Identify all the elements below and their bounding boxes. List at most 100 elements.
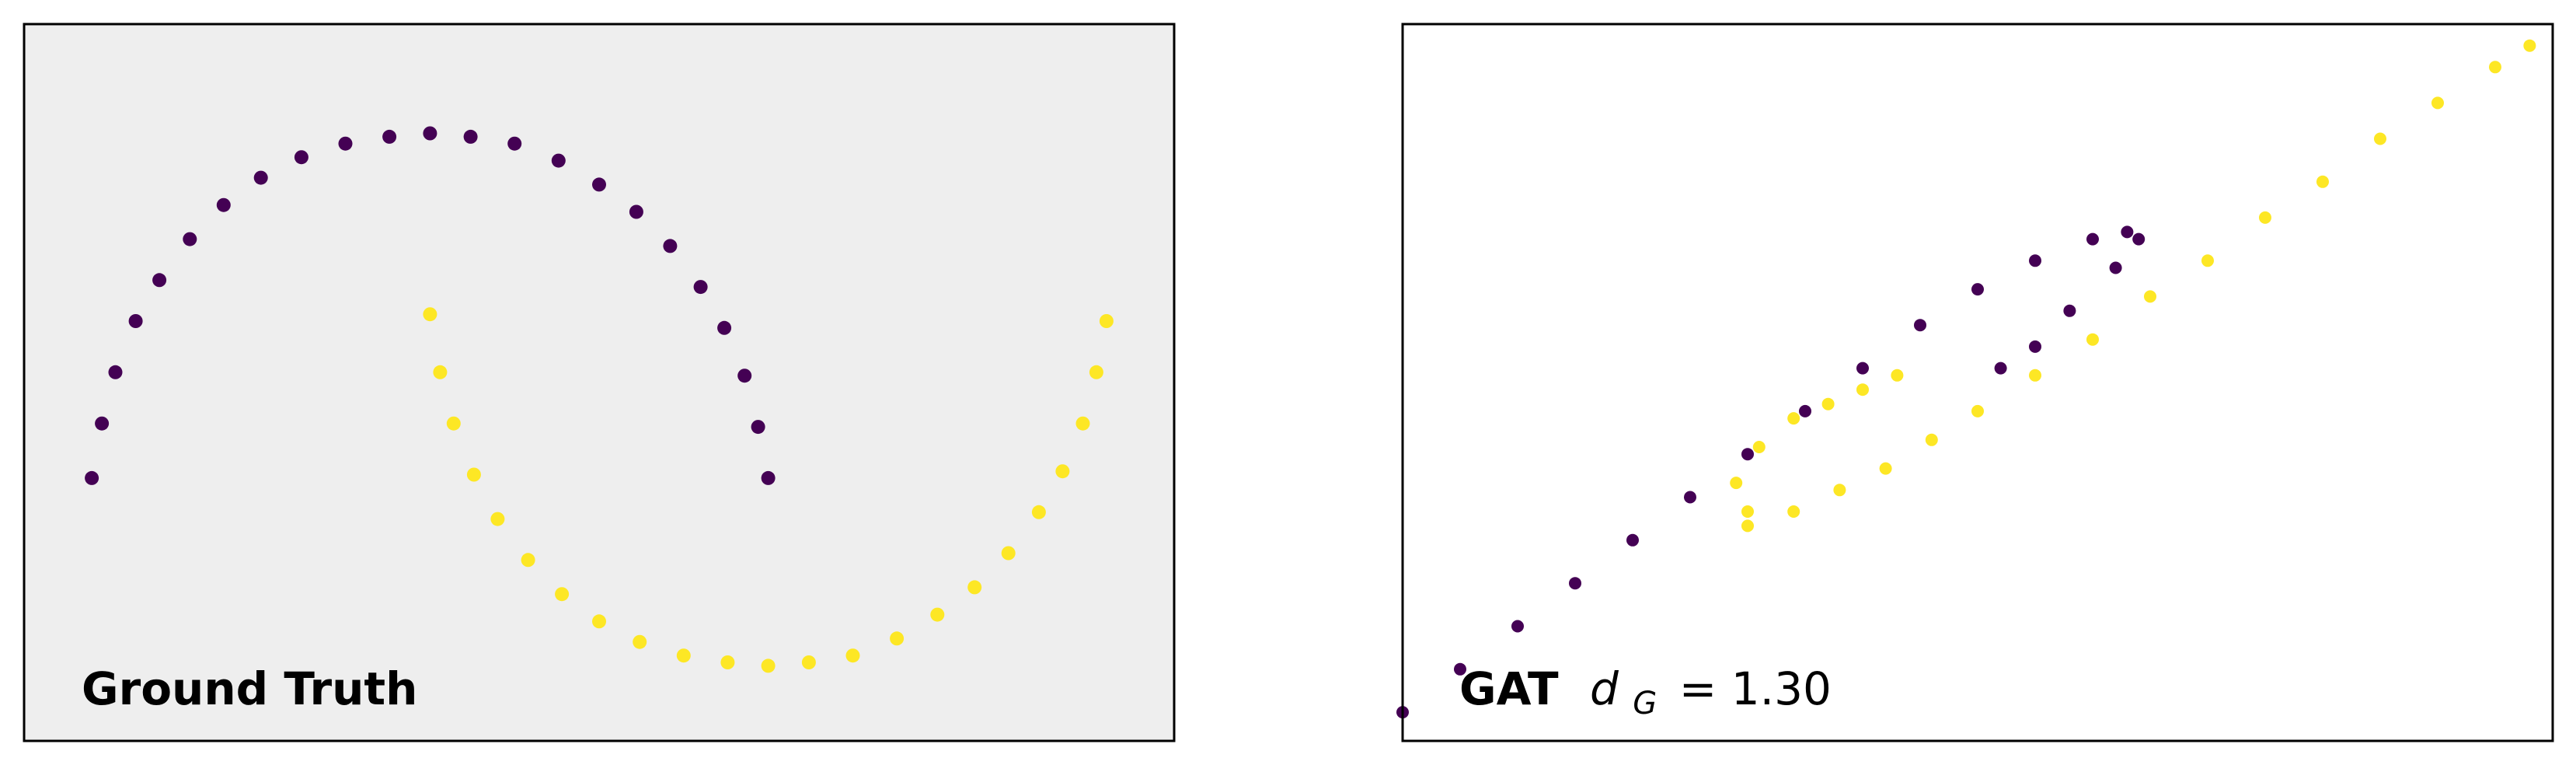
scatter-point-class-1 [1099,314,1114,328]
scatter-point-class-0 [253,170,268,185]
scatter-point-class-1 [720,655,735,669]
panel-frame [1401,23,2554,742]
scatter-point-class-0 [751,420,765,435]
scatter-point-class-1 [845,648,860,663]
scatter-point-class-1 [1730,477,1743,490]
scatter-point-class-1 [890,631,905,646]
scatter-point-class-1 [930,607,945,622]
panel-background [1403,24,2553,741]
scatter-point-class-0 [338,136,353,151]
scatter-point-class-0 [629,204,643,219]
scatter-point-class-0 [128,314,143,328]
scatter-point-class-1 [967,580,982,595]
scatter-point-class-1 [490,512,505,526]
scatter-point-class-1 [446,416,461,431]
metric-symbol: d [1590,662,1619,715]
scatter-point-class-0 [1914,319,1926,332]
scatter-point-class-1 [1741,505,1754,518]
scatter-point-class-0 [592,177,606,192]
scatter-point-class-0 [382,129,397,144]
scatter-point-class-0 [2132,232,2146,246]
panel-ground-truth: Ground Truth [23,23,1176,742]
scatter-point-class-1 [1971,404,1984,417]
scatter-point-class-1 [1833,484,1846,497]
scatter-point-class-0 [737,369,752,383]
scatter-point-class-1 [1741,519,1754,533]
scatter-point-class-1 [1821,397,1835,410]
panel-label: Ground Truth [82,662,417,715]
scatter-point-class-1 [1891,369,1904,382]
scatter-point-class-0 [183,232,197,246]
scatter-point-class-0 [1994,362,2007,375]
scatter-point-class-1 [2144,290,2156,303]
scatter-point-class-0 [95,416,110,431]
panel-label-text: Ground Truth [82,662,417,715]
scatter-point-class-1 [633,634,647,649]
scatter-point-class-0 [1511,620,1524,633]
scatter-point-class-1 [1001,546,1016,561]
panel-label-text: GAT [1459,662,1559,715]
scatter-point-class-1 [2259,211,2271,224]
scatter-point-class-1 [2523,39,2536,52]
scatter-point-class-1 [423,307,437,322]
scatter-points [85,126,1114,673]
scatter-point-class-1 [2489,61,2501,74]
panel-gat: GAT d G = 1.30 [1396,23,2554,742]
scatter-point-class-0 [2063,304,2076,317]
scatter-point-class-0 [294,150,308,165]
scatter-point-class-0 [423,126,437,141]
scatter-point-class-0 [1454,662,1466,676]
scatter-point-class-1 [2374,132,2386,145]
scatter-point-class-0 [1741,448,1754,461]
scatter-point-class-1 [676,648,691,663]
scatter-point-class-1 [761,658,776,673]
scatter-point-class-0 [2029,340,2041,353]
scatter-point-class-0 [2121,225,2134,239]
scatter-point-class-0 [1971,283,1984,296]
scatter-point-class-0 [761,470,776,485]
scatter-point-class-1 [433,365,448,379]
scatter-point-class-1 [2431,96,2444,110]
scatter-point-class-0 [1684,491,1696,504]
scatter-points [1396,39,2536,719]
scatter-point-class-0 [1799,404,1811,417]
scatter-point-class-1 [1089,365,1103,379]
scatter-point-class-1 [2316,175,2329,188]
scatter-point-class-1 [1787,412,1800,425]
panel-background [24,24,1174,741]
scatter-point-class-1 [1752,441,1766,453]
scatter-point-class-0 [108,365,123,379]
scatter-point-class-0 [1626,533,1639,547]
scatter-point-class-1 [2086,333,2099,346]
scatter-point-class-0 [85,470,99,485]
scatter-point-class-1 [1055,464,1070,479]
scatter-point-class-1 [592,614,606,629]
scatter-point-class-1 [1856,383,1869,396]
scatter-point-class-1 [466,467,481,482]
scatter-point-class-0 [2109,261,2122,274]
panel-frame [23,23,1176,742]
scatter-point-class-1 [521,553,535,568]
scatter-point-class-0 [551,153,566,168]
scatter-point-class-0 [1569,577,1581,590]
scatter-point-class-0 [2029,254,2041,267]
metric-subscript: G [1633,686,1657,721]
scatter-point-class-1 [1075,416,1090,431]
scatter-point-class-1 [1879,462,1892,475]
scatter-point-class-1 [1787,505,1800,518]
panel-label: GAT d G = 1.30 [1459,662,1832,725]
scatter-point-class-1 [2029,369,2041,382]
scatter-point-class-1 [2201,254,2214,267]
scatter-point-class-0 [663,239,678,253]
scatter-point-class-0 [216,197,231,212]
scatter-point-class-1 [1031,505,1046,519]
scatter-point-class-0 [152,273,167,288]
scatter-point-class-0 [693,280,708,295]
scatter-point-class-1 [555,587,570,602]
scatter-point-class-0 [507,136,522,151]
scatter-point-class-0 [717,320,732,335]
scatter-point-class-0 [463,129,478,144]
scatter-point-class-0 [2086,232,2099,246]
metric-value: = 1.30 [1679,662,1832,715]
